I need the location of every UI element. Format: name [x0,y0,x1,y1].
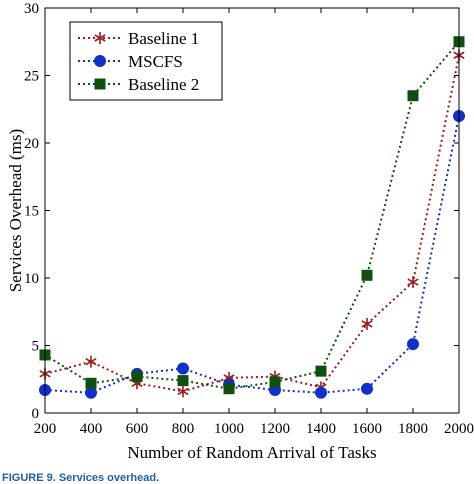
data-point [361,382,373,395]
axis-ticks: 200 400 600 800 1000 1200 1400 1600 1800 2000 0 5 10… [24,1,474,437]
data-point [361,317,373,330]
data-point [131,371,143,383]
x-axis-label: Number of Random Arrival of Tasks [127,443,376,462]
data-point [94,32,106,44]
data-point [94,78,106,90]
data-point [177,385,189,398]
series-line [44,55,460,393]
legend-entry: Baseline 2 [78,75,199,94]
x-tick-label: 1600 [352,421,382,437]
x-tick-label: 600 [126,421,149,437]
series-line [44,115,460,394]
y-tick-label: 25 [24,69,39,85]
data-point [315,365,327,377]
legend-label: MSCFS [128,52,183,71]
data-point [94,55,106,67]
figure-caption: FIGURE 9. Services overhead. [2,472,160,484]
series-line [44,41,460,390]
x-tick-label: 200 [34,421,57,437]
legend-entry: Baseline 1 [78,29,199,48]
data-point-stroke [177,387,189,396]
x-tick-label: 1800 [398,421,428,437]
data-point [85,386,97,399]
data-point [223,383,235,395]
data-point-stroke [94,34,106,42]
data-point-stroke [361,320,373,328]
x-tick-label: 1400 [306,421,336,437]
data-point [269,376,281,388]
legend-entry: MSCFS [78,52,183,71]
data-point-stroke [407,278,419,286]
data-point [315,386,327,399]
y-tick-label: 0 [32,406,40,422]
data-point [407,276,419,289]
series-baseline-1 [39,49,465,398]
y-axis-label: Services Overhead (ms) [6,129,25,292]
data-point [407,90,419,102]
y-tick-label: 30 [24,1,39,17]
y-tick-label: 10 [24,271,39,287]
y-tick-label: 20 [24,136,39,152]
data-point [407,338,419,351]
data-point [177,375,189,387]
data-point [177,362,189,375]
x-tick-label: 400 [80,421,103,437]
legend-label: Baseline 2 [128,75,199,94]
data-point [361,269,373,281]
y-tick-label: 5 [32,339,40,355]
legend-label: Baseline 1 [128,29,199,48]
data-point [85,377,97,389]
x-tick-label: 1000 [214,421,244,437]
series-mscfs [39,110,465,399]
y-tick-label: 15 [24,204,39,220]
data-point-stroke [85,358,97,366]
x-tick-label: 1200 [260,421,290,437]
legend: Baseline 1 MSCFS Baseline 2 [69,21,223,101]
x-tick-label: 2000 [444,421,474,437]
x-tick-label: 800 [172,421,195,437]
plot-frame [44,7,460,414]
data-point [85,355,97,368]
